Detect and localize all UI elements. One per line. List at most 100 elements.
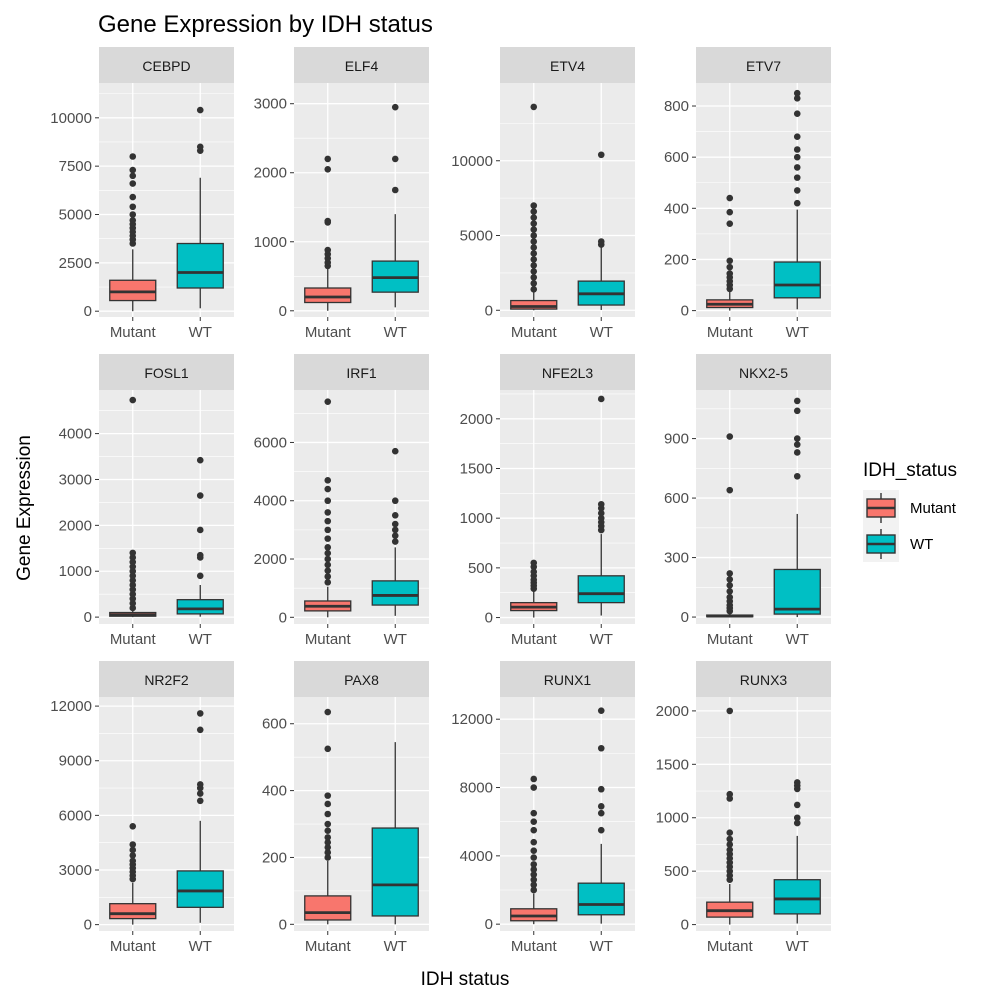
y-tick-label-runx3: 1500 [656, 756, 689, 773]
outlier-point [196, 797, 204, 805]
box-nkx2-5-mutant [706, 433, 754, 618]
outlier-point [324, 165, 332, 173]
outlier-point [129, 841, 137, 848]
outlier-point [530, 866, 538, 873]
outlier-point [597, 744, 605, 752]
outlier-point [597, 500, 605, 508]
x-tick-label-wt: WT [189, 631, 212, 648]
y-tick-label-nfe2l3: 1500 [460, 460, 493, 477]
x-tick-label-mutant: Mutant [110, 938, 157, 955]
outlier-point [530, 818, 538, 825]
outlier-point [726, 208, 734, 216]
x-tick-label-wt: WT [384, 324, 407, 341]
outlier-point [530, 220, 538, 227]
legend-title: IDH_status [863, 460, 957, 481]
outlier-point [324, 792, 332, 799]
box-cebpd-wt [176, 106, 224, 309]
outlier-point [793, 146, 801, 153]
strip-label-nr2f2: NR2F2 [144, 672, 189, 688]
y-tick-label-pax8: 400 [262, 783, 287, 800]
strip-label-pax8: PAX8 [344, 672, 379, 688]
outlier-point [324, 708, 332, 716]
y-tick-label-etv4: 5000 [460, 228, 493, 245]
outlier-point [324, 820, 332, 828]
x-tick-label-mutant: Mutant [305, 631, 352, 648]
outlier-point [324, 573, 332, 580]
outlier-point [391, 538, 399, 545]
outlier-point [530, 244, 538, 251]
x-tick-label-mutant: Mutant [511, 631, 558, 648]
strip-nfe2l3 [500, 354, 635, 390]
iqr-box [773, 261, 821, 299]
y-tick-label-irf1: 2000 [254, 551, 287, 568]
strip-runx1 [500, 661, 635, 697]
outlier-point [726, 582, 734, 589]
outlier-point [391, 532, 399, 540]
outlier-point [196, 456, 204, 464]
outlier-point [726, 576, 734, 583]
iqr-box [109, 279, 157, 302]
outlier-point [324, 849, 332, 856]
panel-nfe2l3: NFE2L3 0 500 1000 1500 2000 Mutant WT [460, 354, 635, 648]
outlier-point [129, 567, 137, 575]
outlier-point [793, 441, 801, 448]
panel-pax8: PAX8 0 200 400 600 Mutant WT [262, 661, 429, 955]
outlier-point [129, 558, 137, 566]
legend: IDH_status Mutant WT [863, 460, 957, 562]
strip-label-elf4: ELF4 [345, 58, 379, 74]
strip-nkx2-5 [696, 354, 831, 390]
outlier-point [530, 214, 538, 221]
outlier-point [793, 819, 801, 827]
panel-runx3: RUNX3 0 500 1000 1500 2000 Mutant WT [656, 661, 831, 955]
panel-etv7: ETV7 0 200 400 600 800 Mutant WT [664, 47, 831, 341]
x-tick-label-wt: WT [384, 631, 407, 648]
x-tick-label-wt: WT [384, 938, 407, 955]
y-tick-label-irf1: 6000 [254, 434, 287, 451]
outlier-point [530, 886, 538, 894]
outlier-point [196, 106, 204, 114]
outlier-point [530, 775, 538, 783]
outlier-point [793, 174, 801, 181]
y-tick-label-cebpd: 0 [84, 303, 92, 320]
y-tick-label-elf4: 1000 [254, 234, 287, 251]
box-runx3-wt [773, 779, 821, 924]
outlier-point [324, 834, 332, 841]
y-tick-label-etv7: 800 [664, 98, 689, 115]
outlier-point [324, 544, 332, 551]
outlier-point [324, 246, 332, 254]
outlier-point [129, 604, 137, 612]
outlier-point [324, 155, 332, 163]
outlier-point [530, 256, 538, 263]
outlier-point [129, 549, 137, 557]
box-runx1-wt [577, 707, 625, 924]
y-tick-label-runx1: 4000 [460, 848, 493, 865]
panel-nr2f2: NR2F2 0 3000 6000 9000 12000 Mutant WT [50, 661, 234, 955]
y-tick-label-irf1: 4000 [254, 493, 287, 510]
outlier-point [726, 486, 734, 494]
x-tick-label-mutant: Mutant [511, 938, 558, 955]
box-etv7-mutant [706, 194, 754, 311]
box-elf4-wt [371, 103, 419, 308]
y-tick-label-fosl1: 1000 [59, 563, 92, 580]
outlier-point [530, 854, 538, 861]
outlier-point [793, 397, 801, 405]
y-tick-label-runx3: 0 [681, 917, 689, 934]
y-tick-label-fosl1: 2000 [59, 517, 92, 534]
x-tick-label-wt: WT [786, 631, 809, 648]
y-tick-label-nfe2l3: 2000 [460, 411, 493, 428]
y-tick-label-runx3: 1000 [656, 810, 689, 827]
outlier-point [726, 790, 734, 798]
x-tick-label-wt: WT [189, 324, 212, 341]
outlier-point [391, 186, 399, 194]
outlier-point [324, 800, 332, 808]
y-tick-label-nkx2-5: 300 [664, 550, 689, 567]
legend-label-wt: WT [910, 536, 933, 553]
outlier-point [129, 822, 137, 830]
y-tick-label-etv4: 10000 [451, 153, 493, 170]
iqr-box [109, 903, 157, 920]
chart-title: Gene Expression by IDH status [98, 11, 433, 38]
outlier-point [530, 838, 538, 846]
outlier-point [530, 238, 538, 245]
outlier-point [530, 274, 538, 281]
strip-runx3 [696, 661, 831, 697]
